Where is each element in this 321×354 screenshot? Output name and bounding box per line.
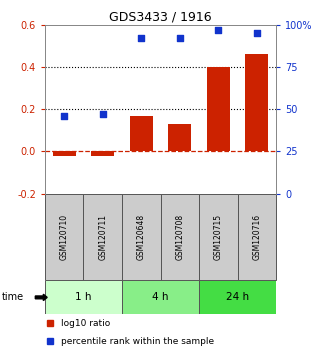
Text: GSM120710: GSM120710 (60, 214, 69, 260)
Bar (122, 194, 160, 280)
Text: time: time (2, 292, 24, 302)
Bar (160, 194, 199, 280)
Text: 4 h: 4 h (152, 292, 169, 302)
Point (100, 112, 105, 117)
Text: percentile rank within the sample: percentile rank within the sample (61, 337, 214, 346)
Point (177, 35, 182, 41)
Point (216, 27, 221, 33)
Bar (83, 194, 122, 280)
Text: GSM120708: GSM120708 (175, 214, 184, 260)
Bar (168, 124, 191, 152)
Bar (53, 152, 76, 156)
Point (139, 35, 144, 41)
Bar (207, 67, 230, 152)
Bar (245, 54, 268, 152)
Text: log10 ratio: log10 ratio (61, 319, 110, 328)
Text: GSM120711: GSM120711 (98, 214, 107, 260)
Bar (122, 280, 199, 314)
Text: 24 h: 24 h (226, 292, 249, 302)
Title: GDS3433 / 1916: GDS3433 / 1916 (109, 11, 212, 24)
Text: 1 h: 1 h (75, 292, 92, 302)
Point (62, 113, 67, 119)
Bar (45, 280, 122, 314)
Text: GSM120648: GSM120648 (137, 214, 146, 260)
Text: GSM120715: GSM120715 (214, 214, 223, 260)
Bar (45, 194, 83, 280)
Bar (238, 194, 276, 280)
Bar (91, 152, 114, 156)
Text: GSM120716: GSM120716 (252, 214, 261, 260)
Bar (199, 194, 238, 280)
Bar (130, 115, 153, 152)
Bar (199, 280, 276, 314)
Point (254, 30, 259, 36)
